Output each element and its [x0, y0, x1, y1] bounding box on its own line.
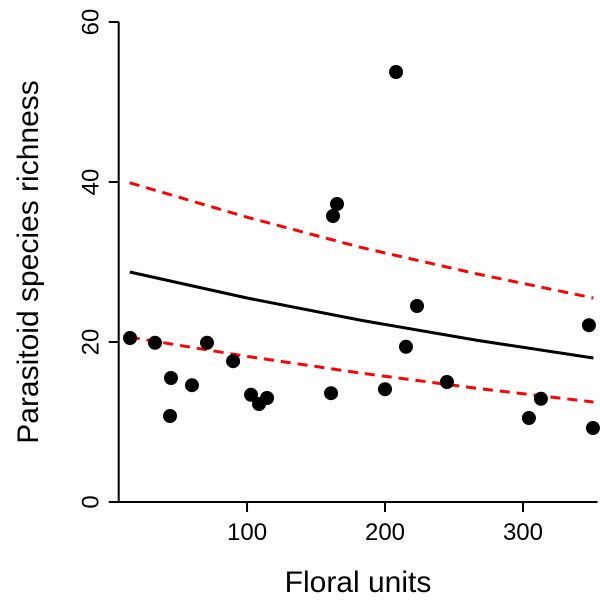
point — [329, 197, 344, 211]
x-tick-label: 300 — [503, 519, 543, 546]
point — [581, 318, 596, 333]
point — [163, 409, 178, 423]
point — [226, 354, 241, 369]
point — [439, 375, 454, 389]
point — [325, 209, 340, 223]
y-tick-label: 0 — [78, 495, 105, 508]
point — [585, 421, 600, 435]
point — [200, 335, 215, 350]
ci-line — [129, 181, 594, 300]
point — [389, 65, 404, 79]
point — [410, 299, 425, 313]
y-tick-label: 40 — [78, 169, 105, 196]
point — [324, 386, 339, 401]
point — [398, 339, 413, 354]
point — [123, 331, 138, 345]
point — [147, 335, 162, 350]
fit-line — [129, 270, 594, 360]
point — [533, 391, 548, 406]
x-tick-label: 100 — [227, 519, 267, 546]
y-tick-label: 60 — [78, 9, 105, 36]
point — [521, 411, 536, 425]
point — [244, 387, 259, 402]
y-axis-title: Parasitoid species richness — [12, 80, 45, 444]
x-tick-label: 200 — [365, 519, 405, 546]
point — [260, 391, 275, 405]
point — [184, 378, 199, 393]
point — [163, 371, 178, 385]
point — [378, 382, 393, 397]
x-axis-title: Floral units — [285, 566, 432, 599]
y-tick-label: 20 — [78, 329, 105, 356]
